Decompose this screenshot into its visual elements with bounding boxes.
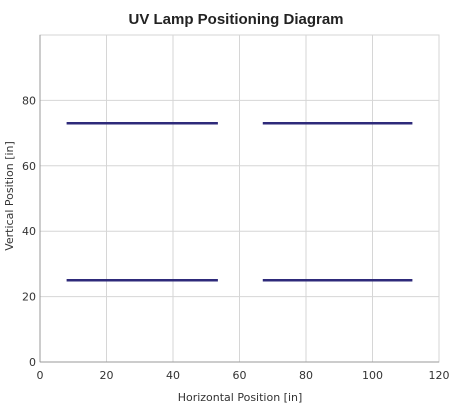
axes [39, 35, 439, 363]
y-tick-label: 80 [22, 94, 36, 107]
x-tick-label: 120 [429, 369, 450, 382]
x-tick-label: 100 [362, 369, 383, 382]
x-tick-label: 80 [299, 369, 313, 382]
y-tick-label: 20 [22, 291, 36, 304]
x-axis-label: Horizontal Position [in] [178, 391, 303, 404]
y-tick-label: 60 [22, 160, 36, 173]
y-tick-label: 0 [29, 356, 36, 369]
lamp-series-group [66, 122, 413, 282]
x-tick-label: 20 [100, 369, 114, 382]
x-tick-label: 60 [233, 369, 247, 382]
tick-labels: 0 20 40 60 80 100 120 0 20 40 60 80 [22, 94, 450, 382]
y-axis-label: Vertical Position [in] [3, 141, 16, 251]
grid [39, 35, 440, 363]
y-tick-label: 40 [22, 225, 36, 238]
x-tick-label: 40 [166, 369, 180, 382]
x-tick-label: 0 [37, 369, 44, 382]
chart-title: UV Lamp Positioning Diagram [128, 11, 343, 28]
